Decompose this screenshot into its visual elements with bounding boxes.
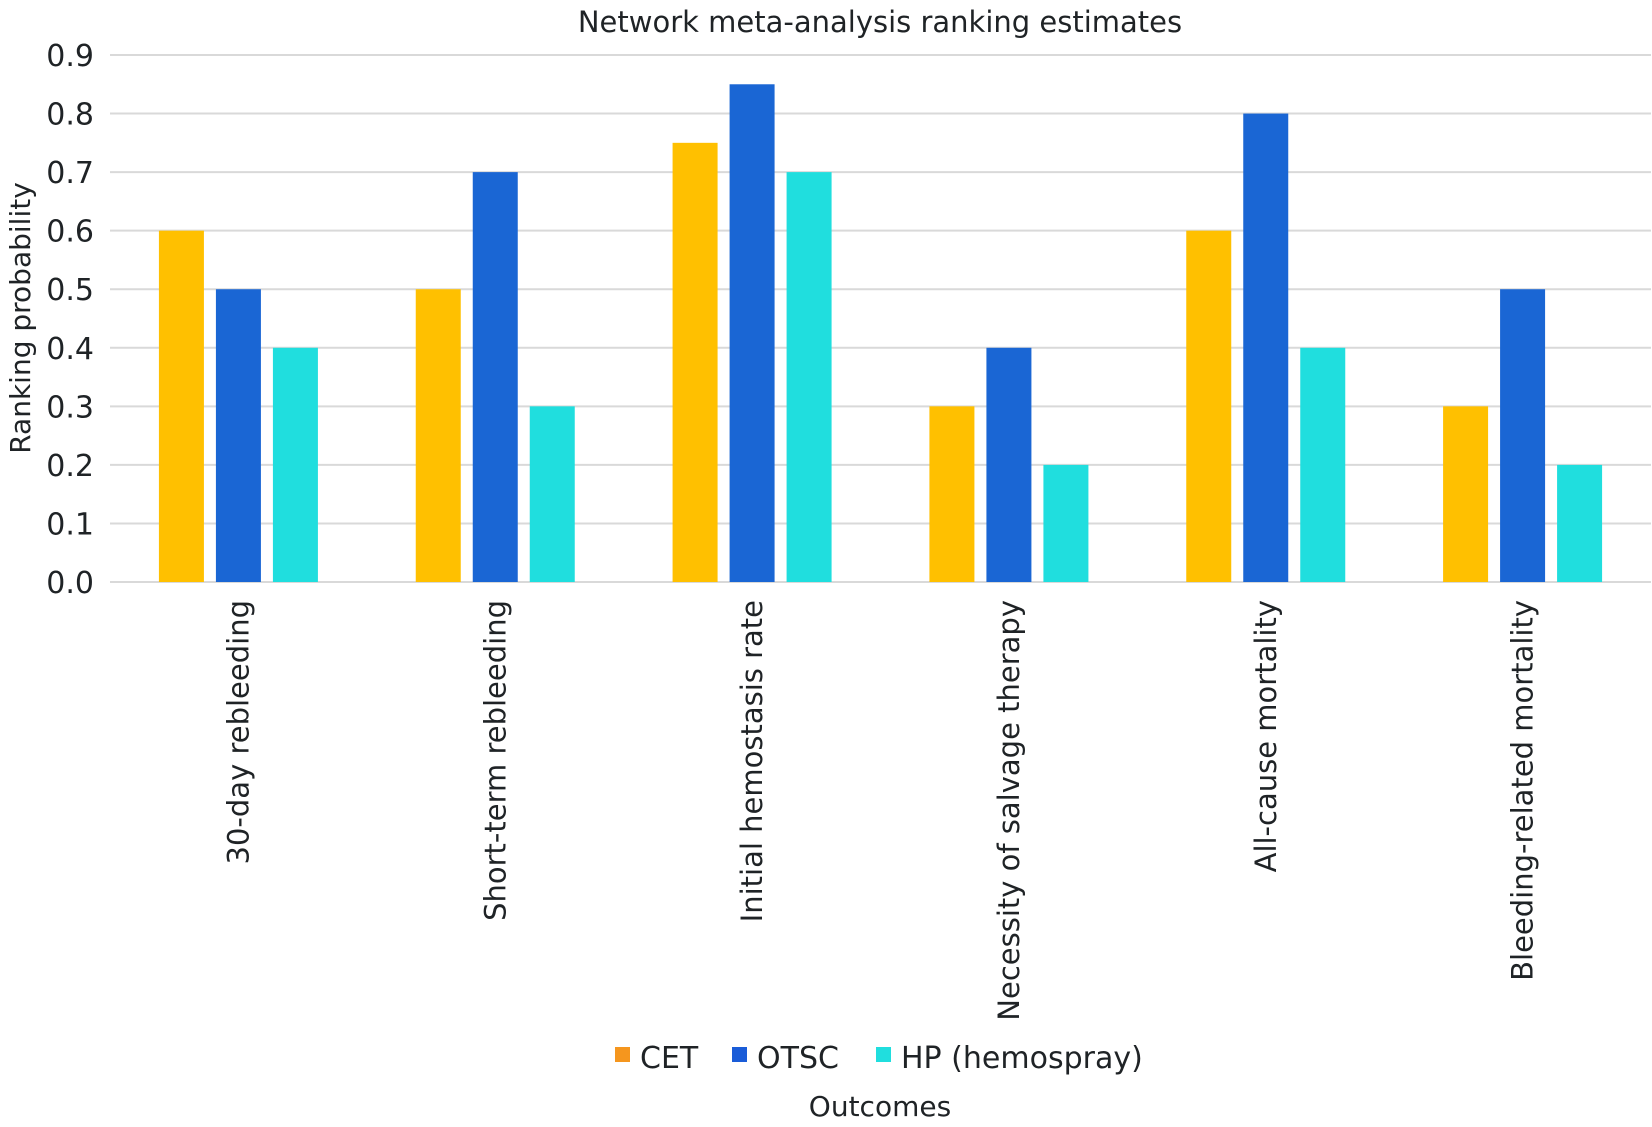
x-category-label: 30-day rebleeding (221, 600, 255, 864)
chart-title: Network meta-analysis ranking estimates (578, 5, 1182, 39)
x-category-label: Bleeding-related mortality (1506, 600, 1540, 981)
bar-cet-3 (672, 142, 718, 583)
bar-hp-5 (1300, 347, 1346, 582)
legend-swatch-1 (615, 1047, 630, 1062)
bar-otsc-4 (986, 347, 1032, 582)
y-axis-ticks: 0.0 0.1 0.2 0.3 0.4 0.5 0.6 0.7 0.8 0.9 (46, 39, 94, 601)
x-category-label: All-cause mortality (1249, 600, 1283, 872)
bar-cet-6 (1443, 406, 1489, 582)
bar-cet-1 (158, 230, 204, 582)
bar-otsc-2 (472, 172, 518, 582)
bar-otsc-1 (215, 289, 261, 582)
legend-label: OTSC (757, 1041, 839, 1076)
bar-otsc-6 (1500, 289, 1546, 582)
bar-hp-4 (1043, 464, 1089, 582)
y-tick-label: 0.9 (46, 39, 94, 74)
y-tick-label: 0.7 (46, 156, 94, 191)
y-tick-label: 0.3 (46, 390, 94, 425)
bar-hp-6 (1557, 464, 1603, 582)
bar-cet-5 (1186, 230, 1232, 582)
bars (158, 84, 1603, 583)
x-category-label: Necessity of salvage therapy (992, 600, 1026, 1021)
bar-hp-3 (786, 172, 832, 582)
y-tick-label: 0.6 (46, 215, 94, 250)
gridlines (110, 54, 1651, 583)
legend: CET OTSC HP (hemospray) (615, 1041, 1143, 1076)
x-category-label: Short-term rebleeding (478, 600, 512, 921)
legend-label: HP (hemospray) (901, 1041, 1143, 1076)
y-tick-label: 0.8 (46, 98, 94, 133)
y-tick-label: 0.5 (46, 273, 94, 308)
y-tick-label: 0.2 (46, 449, 94, 484)
legend-swatch-2 (732, 1047, 747, 1062)
legend-swatch-3 (876, 1047, 891, 1062)
y-tick-label: 0.0 (46, 566, 94, 601)
y-tick-label: 0.4 (46, 332, 94, 367)
legend-label: CET (640, 1041, 699, 1076)
bar-cet-4 (929, 406, 975, 582)
y-axis-label: Ranking probability (4, 182, 37, 454)
y-tick-label: 0.1 (46, 507, 94, 542)
x-axis-categories: 30-day rebleeding Short-term rebleeding In… (221, 600, 1539, 1021)
x-axis-label: Outcomes (809, 1090, 951, 1123)
bar-otsc-5 (1243, 113, 1289, 583)
bar-cet-2 (415, 289, 461, 582)
bar-otsc-3 (729, 84, 775, 583)
x-category-label: Initial hemostasis rate (735, 600, 769, 922)
bar-hp-2 (529, 406, 575, 582)
bar-hp-1 (272, 347, 318, 582)
